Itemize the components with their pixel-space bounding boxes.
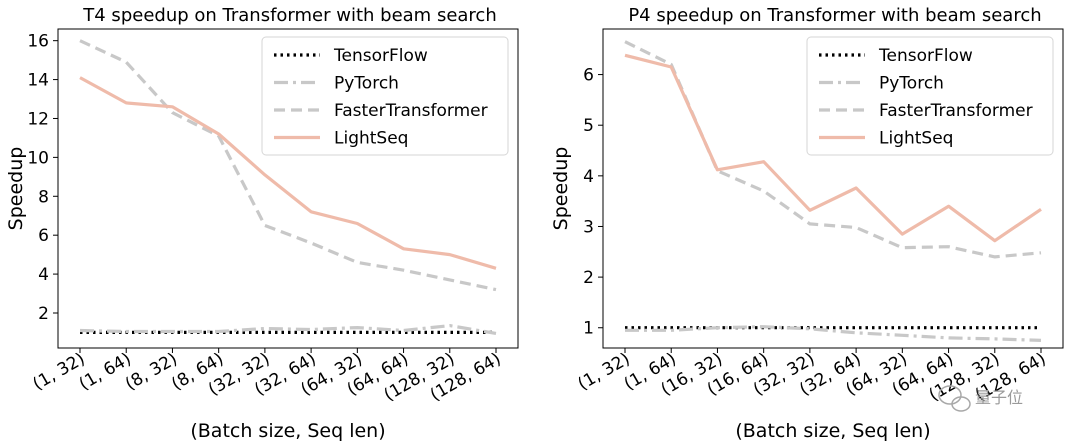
chart-panel-1: T4 speedup on Transformer with beam sear… <box>5 5 519 442</box>
legend-label: LightSeq <box>879 129 953 149</box>
legend-label: FasterTransformer <box>334 101 488 121</box>
legend: TensorFlow PyTorch FasterTransformer LightS… <box>261 36 509 156</box>
wechat-icon <box>938 385 971 412</box>
y-tick-label: 3 <box>583 217 594 237</box>
x-tick-label: (1, 32) <box>575 349 634 395</box>
y-axis-label: Speedup <box>5 147 27 231</box>
watermark-text: 量子位 <box>975 388 1023 407</box>
legend: TensorFlow PyTorch FasterTransformer LightS… <box>806 36 1054 156</box>
y-tick-label: 6 <box>38 226 49 246</box>
chart-title: P4 speedup on Transformer with beam sear… <box>628 5 1041 26</box>
x-tick-label: (1, 64) <box>76 349 135 395</box>
y-tick-label: 8 <box>38 187 49 207</box>
legend-box <box>806 36 1054 156</box>
y-tick-label: 6 <box>583 66 594 86</box>
legend-label: FasterTransformer <box>879 101 1033 121</box>
plot-frame <box>602 28 1064 349</box>
y-tick-label: 1 <box>583 319 594 339</box>
plot-frame <box>57 28 519 349</box>
y-tick-label: 2 <box>38 304 49 324</box>
series-line-lightseq <box>79 76 497 270</box>
y-tick-label: 14 <box>27 71 49 91</box>
y-tick-label: 10 <box>27 148 49 168</box>
x-tick-label: (8, 32) <box>122 349 181 395</box>
series-line-pytorch <box>625 325 1042 342</box>
y-tick-label: 2 <box>583 268 594 288</box>
series-line-lightseq <box>624 53 1042 243</box>
series-line-pytorch <box>79 324 497 335</box>
y-tick-label: 4 <box>38 265 49 285</box>
legend-label: PyTorch <box>334 74 399 94</box>
y-tick-label: 4 <box>583 167 594 187</box>
chart-panel-2: P4 speedup on Transformer with beam sear… <box>550 5 1064 442</box>
legend-label: TensorFlow <box>333 46 428 66</box>
x-tick-label: (1, 32) <box>30 349 89 395</box>
series-line-fastertransformer <box>79 39 497 292</box>
y-tick-label: 16 <box>27 32 49 52</box>
x-axis-label: (Batch size, Seq len) <box>190 420 385 442</box>
y-tick-label: 5 <box>583 116 594 136</box>
y-axis-label: Speedup <box>550 147 572 231</box>
legend-box <box>261 36 509 156</box>
x-axis-label: (Batch size, Seq len) <box>735 420 930 442</box>
legend-label: PyTorch <box>879 74 944 94</box>
watermark: 量子位 <box>938 385 1023 412</box>
chart-title: T4 speedup on Transformer with beam sear… <box>82 5 496 26</box>
y-tick-label: 12 <box>27 109 49 129</box>
legend-label: LightSeq <box>334 129 408 149</box>
legend-label: TensorFlow <box>878 46 973 66</box>
